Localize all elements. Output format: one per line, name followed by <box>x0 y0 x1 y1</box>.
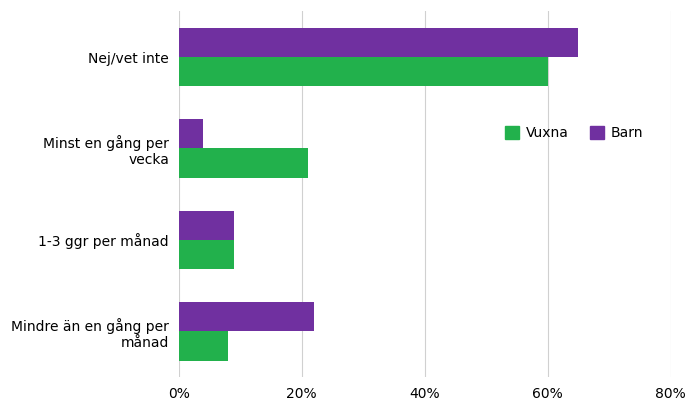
Bar <box>178 240 234 269</box>
Legend: Vuxna, Barn: Vuxna, Barn <box>500 121 649 146</box>
Bar <box>178 119 204 148</box>
Bar <box>178 302 314 331</box>
Bar <box>178 148 308 178</box>
Bar <box>178 28 579 57</box>
Bar <box>178 57 548 86</box>
Bar <box>178 331 228 360</box>
Bar <box>178 211 234 240</box>
